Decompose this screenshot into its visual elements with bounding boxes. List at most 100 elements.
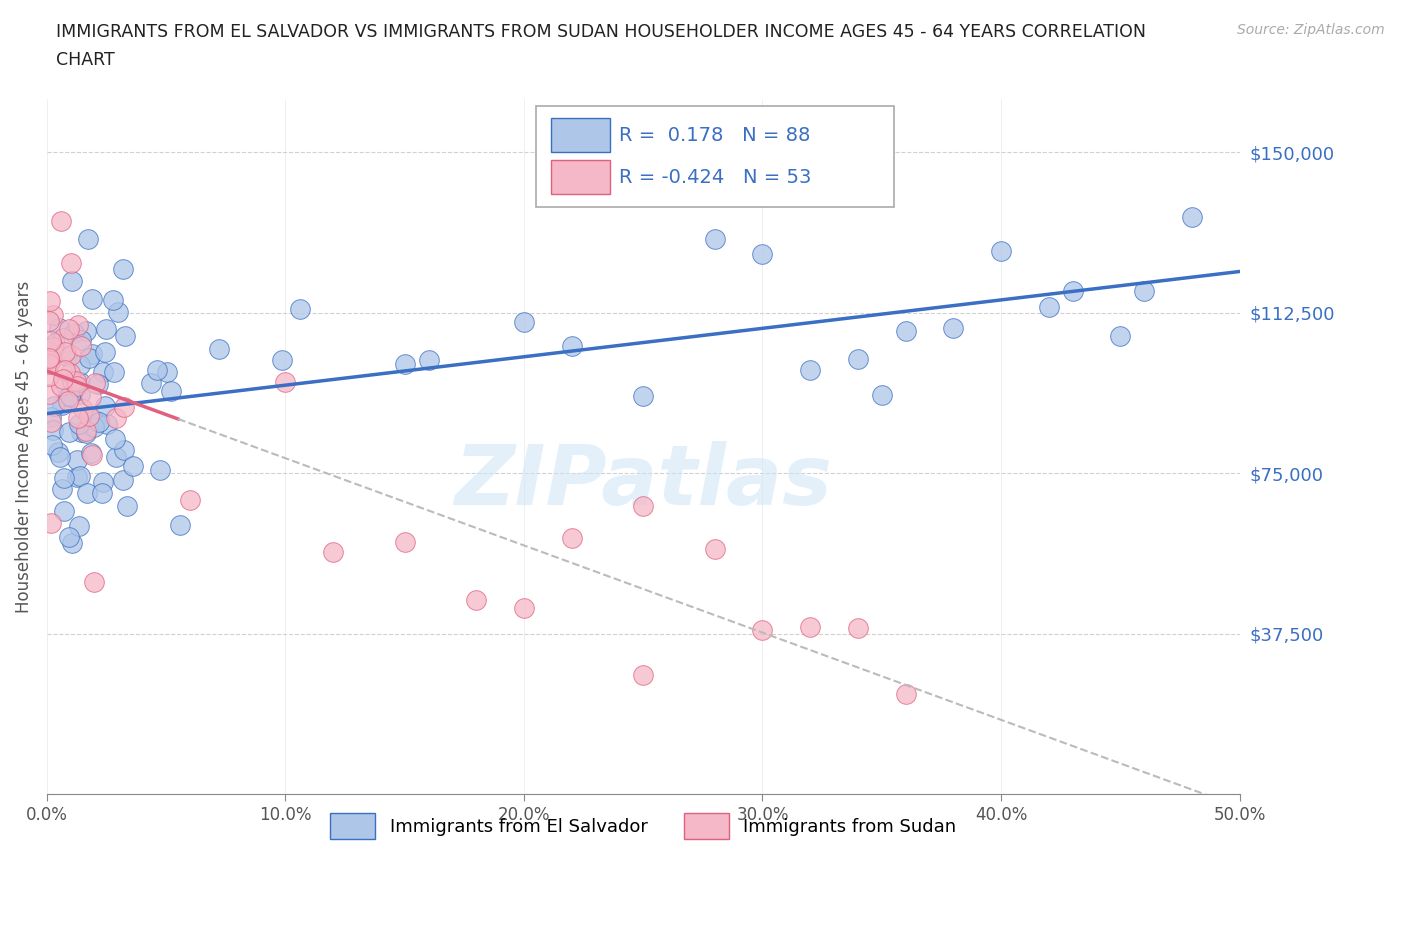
Point bbox=[67, 317, 90, 332]
Point bbox=[49, 449, 72, 464]
Point bbox=[76, 486, 98, 501]
Point bbox=[56, 389, 79, 404]
FancyBboxPatch shape bbox=[551, 118, 610, 153]
Point bbox=[66, 410, 89, 425]
Point bbox=[44, 399, 66, 414]
Point bbox=[942, 320, 965, 335]
Point bbox=[89, 415, 111, 430]
Text: IMMIGRANTS FROM EL SALVADOR VS IMMIGRANTS FROM SUDAN HOUSEHOLDER INCOME AGES 45 : IMMIGRANTS FROM EL SALVADOR VS IMMIGRANT… bbox=[56, 23, 1146, 41]
Point bbox=[51, 397, 73, 412]
Point bbox=[79, 445, 101, 460]
Point bbox=[322, 544, 344, 559]
Point bbox=[1038, 299, 1060, 314]
Point bbox=[870, 387, 893, 402]
FancyBboxPatch shape bbox=[551, 160, 610, 194]
Point bbox=[38, 314, 60, 329]
Point bbox=[42, 308, 65, 323]
Point bbox=[75, 324, 97, 339]
Point bbox=[990, 244, 1012, 259]
Point bbox=[66, 453, 89, 468]
Point bbox=[703, 541, 725, 556]
Point bbox=[894, 323, 917, 338]
Point bbox=[70, 425, 93, 440]
Point bbox=[288, 301, 311, 316]
Point bbox=[115, 498, 138, 513]
Point bbox=[631, 498, 654, 513]
Point bbox=[67, 519, 90, 534]
Point bbox=[86, 377, 108, 392]
Point bbox=[66, 379, 89, 393]
Point bbox=[58, 424, 80, 439]
Point bbox=[146, 363, 169, 378]
Point bbox=[631, 389, 654, 404]
Point bbox=[51, 379, 73, 393]
Point bbox=[751, 246, 773, 261]
Point bbox=[65, 470, 87, 485]
Point bbox=[59, 365, 82, 380]
Point bbox=[703, 232, 725, 246]
Point bbox=[83, 575, 105, 590]
Point bbox=[561, 531, 583, 546]
Point bbox=[82, 291, 104, 306]
Point bbox=[1133, 284, 1156, 299]
Y-axis label: Householder Income Ages 45 - 64 years: Householder Income Ages 45 - 64 years bbox=[15, 281, 32, 613]
Point bbox=[60, 256, 83, 271]
Point bbox=[60, 373, 83, 388]
Point bbox=[122, 458, 145, 473]
Point bbox=[41, 437, 63, 452]
Point bbox=[112, 261, 135, 276]
Point bbox=[38, 351, 60, 365]
FancyBboxPatch shape bbox=[536, 106, 894, 206]
Point bbox=[513, 314, 536, 329]
Point bbox=[69, 469, 91, 484]
Point bbox=[1181, 210, 1204, 225]
Point bbox=[799, 363, 821, 378]
Point bbox=[53, 344, 76, 359]
Point bbox=[65, 374, 87, 389]
Point bbox=[179, 493, 201, 508]
Point bbox=[58, 530, 80, 545]
Point bbox=[394, 356, 416, 371]
Point bbox=[112, 400, 135, 415]
Point bbox=[96, 321, 118, 336]
Point bbox=[39, 409, 62, 424]
Point bbox=[52, 372, 75, 387]
Point bbox=[44, 336, 66, 351]
Point bbox=[59, 348, 82, 363]
Point bbox=[271, 352, 294, 367]
Point bbox=[94, 345, 117, 360]
Point bbox=[48, 445, 70, 459]
Point bbox=[77, 408, 100, 423]
Point bbox=[82, 346, 104, 361]
Point bbox=[751, 623, 773, 638]
Point bbox=[141, 376, 163, 391]
Point bbox=[96, 417, 118, 432]
Point bbox=[58, 321, 80, 336]
Point bbox=[59, 390, 82, 405]
Point bbox=[156, 365, 179, 379]
Point bbox=[91, 485, 114, 500]
Point bbox=[169, 518, 191, 533]
Point bbox=[38, 352, 60, 366]
Point bbox=[846, 352, 869, 366]
Point bbox=[274, 375, 297, 390]
Point bbox=[107, 305, 129, 320]
Point bbox=[77, 232, 100, 246]
Point bbox=[39, 353, 62, 368]
Text: R = -0.424   N = 53: R = -0.424 N = 53 bbox=[620, 167, 811, 187]
Point bbox=[75, 426, 97, 441]
Point bbox=[42, 339, 65, 354]
Point bbox=[80, 447, 103, 462]
Point bbox=[56, 393, 79, 408]
Point bbox=[41, 423, 63, 438]
Point bbox=[62, 326, 84, 340]
Point bbox=[69, 375, 91, 390]
Point bbox=[38, 357, 60, 372]
Point bbox=[49, 214, 72, 229]
Point bbox=[72, 402, 94, 417]
Point bbox=[631, 667, 654, 682]
Point bbox=[60, 273, 83, 288]
Text: R =  0.178   N = 88: R = 0.178 N = 88 bbox=[620, 126, 811, 145]
Point bbox=[83, 419, 105, 434]
Point bbox=[70, 339, 93, 353]
